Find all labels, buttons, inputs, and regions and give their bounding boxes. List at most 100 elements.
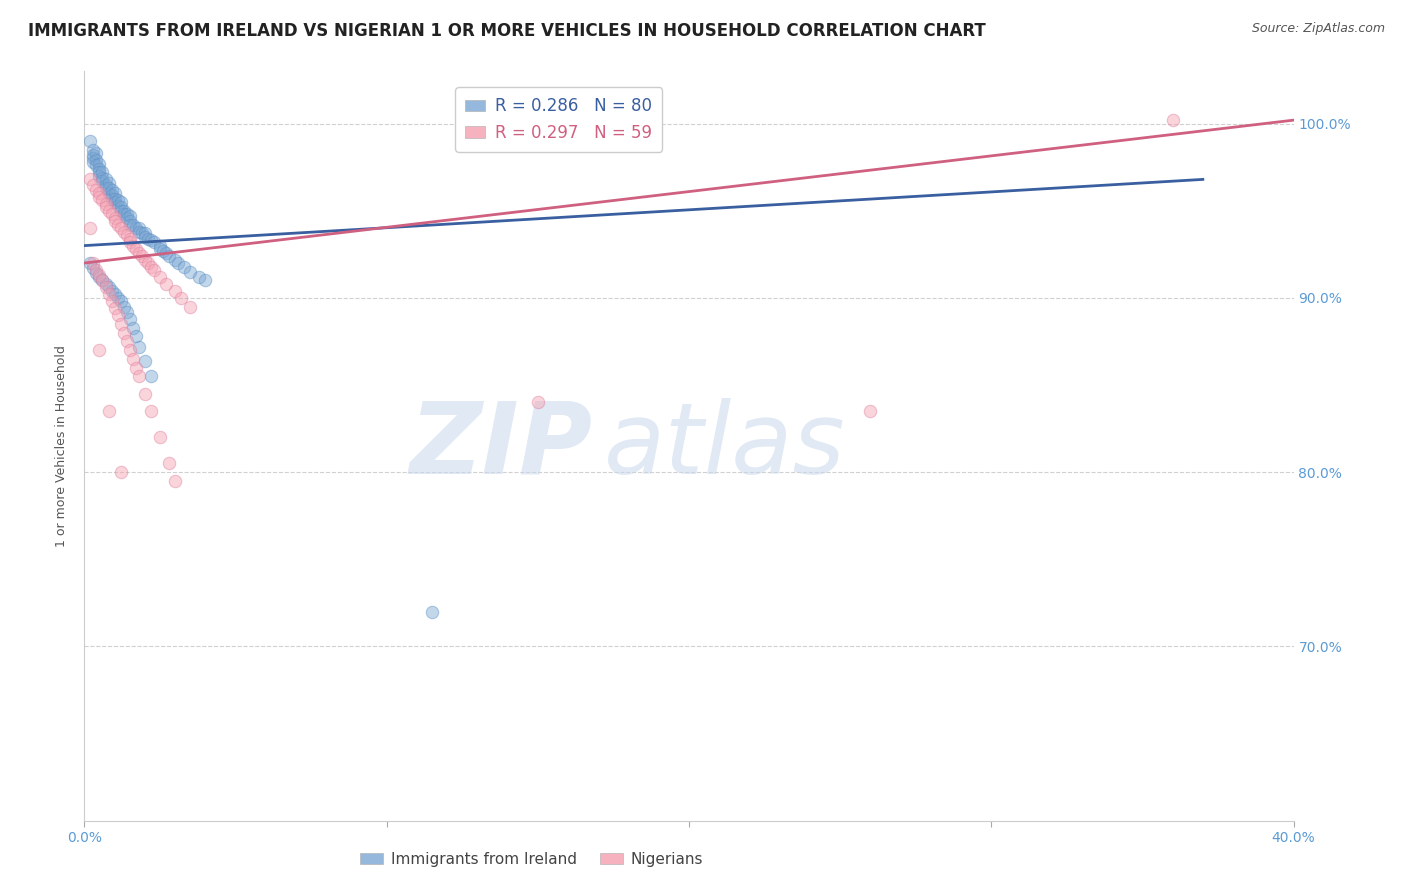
Point — [110, 317, 132, 331]
Text: ZIP: ZIP — [409, 398, 592, 494]
Point — [89, 161, 111, 176]
Point — [165, 252, 187, 267]
Point — [79, 221, 101, 235]
Point — [97, 203, 120, 218]
Point — [125, 221, 148, 235]
Point — [104, 301, 127, 316]
Point — [179, 300, 201, 314]
Point — [859, 404, 882, 418]
Point — [118, 343, 141, 358]
Point — [167, 256, 190, 270]
Point — [134, 353, 156, 368]
Point — [152, 244, 174, 258]
Point — [121, 351, 143, 366]
Point — [112, 203, 135, 218]
Point — [79, 172, 101, 186]
Y-axis label: 1 or more Vehicles in Household: 1 or more Vehicles in Household — [55, 345, 69, 547]
Point — [89, 157, 111, 171]
Point — [107, 198, 129, 212]
Point — [142, 263, 165, 277]
Point — [97, 181, 120, 195]
Point — [121, 320, 143, 334]
Point — [134, 252, 156, 267]
Point — [131, 249, 153, 263]
Point — [82, 143, 104, 157]
Point — [97, 176, 120, 190]
Point — [136, 256, 159, 270]
Point — [165, 474, 187, 488]
Point — [139, 233, 162, 247]
Point — [110, 203, 132, 218]
Point — [118, 235, 141, 249]
Point — [91, 273, 114, 287]
Point — [89, 343, 111, 358]
Point — [115, 207, 138, 221]
Legend: Immigrants from Ireland, Nigerians: Immigrants from Ireland, Nigerians — [354, 846, 709, 873]
Point — [128, 225, 150, 239]
Point — [121, 238, 143, 252]
Point — [115, 228, 138, 243]
Point — [82, 178, 104, 192]
Point — [125, 329, 148, 343]
Point — [104, 186, 127, 201]
Point — [86, 153, 108, 168]
Point — [157, 457, 180, 471]
Point — [104, 214, 127, 228]
Point — [131, 227, 153, 241]
Text: Source: ZipAtlas.com: Source: ZipAtlas.com — [1251, 22, 1385, 36]
Point — [170, 291, 193, 305]
Point — [112, 300, 135, 314]
Point — [420, 605, 443, 619]
Point — [94, 181, 117, 195]
Point — [125, 360, 148, 375]
Point — [97, 287, 120, 301]
Point — [110, 294, 132, 309]
Point — [139, 260, 162, 274]
Point — [94, 196, 117, 211]
Point — [97, 280, 120, 294]
Point — [155, 277, 177, 291]
Point — [94, 280, 117, 294]
Point — [110, 200, 132, 214]
Point — [107, 194, 129, 208]
Point — [149, 238, 172, 252]
Point — [142, 235, 165, 249]
Point — [118, 232, 141, 246]
Point — [115, 334, 138, 349]
Point — [86, 146, 108, 161]
Point — [112, 207, 135, 221]
Point — [86, 183, 108, 197]
Point — [100, 294, 122, 309]
Point — [89, 165, 111, 179]
Point — [125, 242, 148, 256]
Point — [86, 263, 108, 277]
Point — [91, 194, 114, 208]
Point — [104, 192, 127, 206]
Point — [121, 218, 143, 232]
Point — [527, 395, 550, 409]
Point — [128, 369, 150, 384]
Point — [100, 284, 122, 298]
Point — [79, 256, 101, 270]
Point — [149, 242, 172, 256]
Point — [134, 230, 156, 244]
Point — [100, 188, 122, 202]
Point — [139, 404, 162, 418]
Point — [82, 256, 104, 270]
Point — [91, 174, 114, 188]
Point — [104, 211, 127, 225]
Point — [1161, 113, 1184, 128]
Point — [104, 195, 127, 210]
Point — [89, 169, 111, 183]
Point — [155, 245, 177, 260]
Point — [194, 273, 217, 287]
Point — [139, 369, 162, 384]
Point — [107, 218, 129, 232]
Point — [82, 155, 104, 169]
Point — [110, 465, 132, 479]
Point — [94, 200, 117, 214]
Point — [104, 287, 127, 301]
Point — [86, 158, 108, 172]
Point — [107, 291, 129, 305]
Point — [128, 245, 150, 260]
